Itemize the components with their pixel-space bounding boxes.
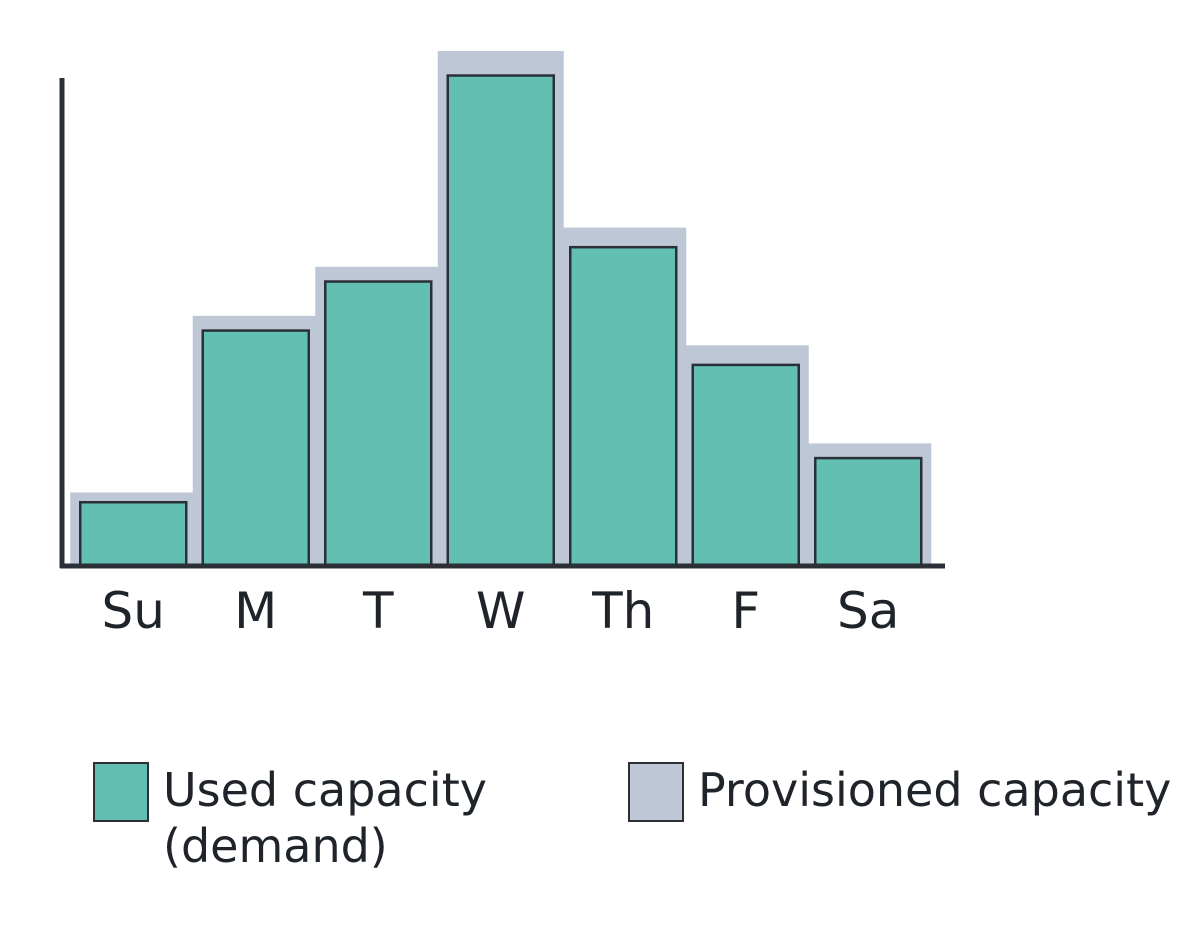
legend-item-provisioned-capacity: Provisioned capacity xyxy=(628,762,1171,822)
used-bar-t xyxy=(324,280,433,568)
used-bar-m xyxy=(201,329,310,568)
x-tick-label-t: T xyxy=(362,582,394,640)
legend-item-used-capacity: Used capacity (demand) xyxy=(93,762,487,874)
x-tick-label-f: F xyxy=(731,582,760,640)
legend-swatch-provisioned xyxy=(628,762,684,822)
x-tick-label-m: M xyxy=(234,582,277,640)
x-tick-label-sa: Sa xyxy=(837,582,899,640)
used-bar-f xyxy=(691,363,800,568)
used-bar-th xyxy=(569,245,678,568)
legend-label-used: Used capacity (demand) xyxy=(163,763,487,873)
used-bar-sa xyxy=(814,456,923,568)
used-bar-w xyxy=(446,74,555,568)
legend-swatch-used xyxy=(93,762,149,822)
x-tick-label-su: Su xyxy=(102,582,165,640)
used-bar-su xyxy=(79,500,188,568)
x-tick-label-w: W xyxy=(476,582,525,640)
legend-label-provisioned: Provisioned capacity xyxy=(698,763,1172,817)
x-tick-label-th: Th xyxy=(591,582,654,640)
